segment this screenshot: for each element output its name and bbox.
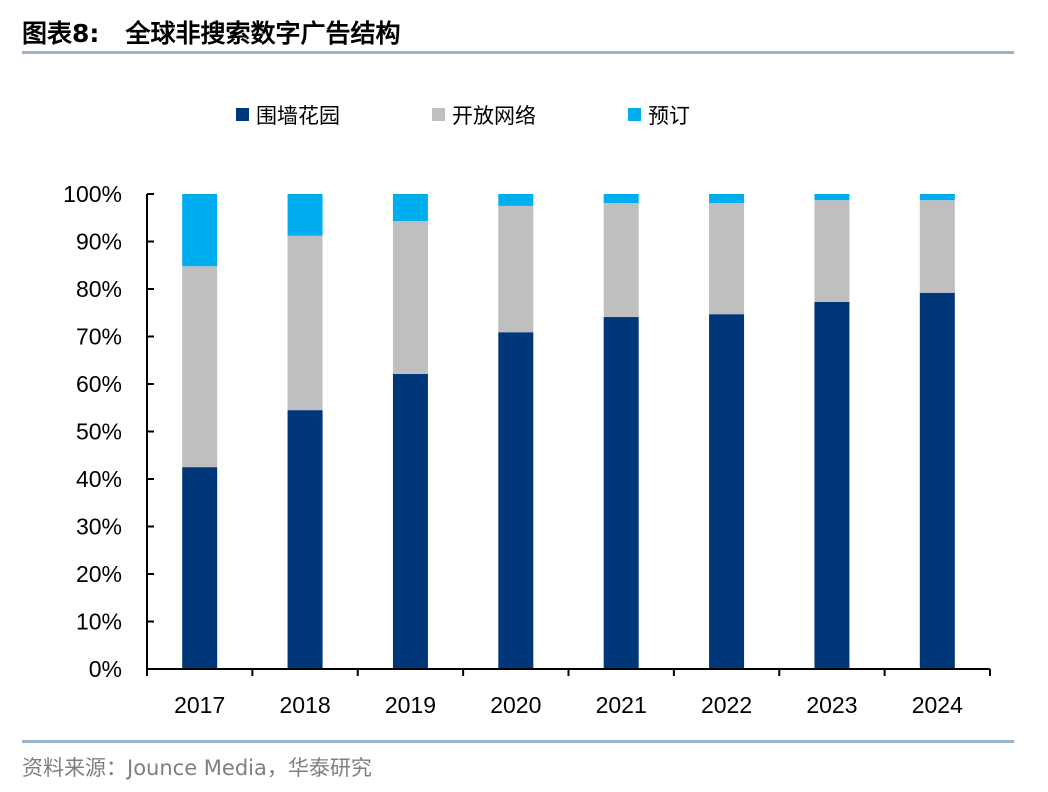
bar-2018-0 xyxy=(287,410,323,669)
x-tick-label: 2020 xyxy=(490,692,541,718)
bar-2024-1 xyxy=(919,200,955,293)
bar-2021-1 xyxy=(603,203,639,318)
y-tick-label: 80% xyxy=(76,276,122,302)
bar-2019-0 xyxy=(392,374,428,669)
x-tick-label: 2021 xyxy=(596,692,647,718)
y-tick-label: 50% xyxy=(76,419,122,445)
x-tick-label: 2018 xyxy=(279,692,330,718)
legend-swatch xyxy=(628,108,641,121)
y-tick-label: 90% xyxy=(76,229,122,255)
y-tick-label: 30% xyxy=(76,514,122,540)
source-note: 资料来源：Jounce Media，华泰研究 xyxy=(22,756,372,780)
bar-2019-2 xyxy=(392,194,428,222)
bar-2019-1 xyxy=(392,221,428,375)
bar-2022-2 xyxy=(709,194,745,204)
bar-2023-0 xyxy=(814,301,850,669)
figure-title: 图表8: 全球非搜索数字广告结构 xyxy=(22,19,401,48)
bar-2021-0 xyxy=(603,317,639,669)
y-tick-label: 40% xyxy=(76,466,122,492)
bar-2017-2 xyxy=(182,194,218,267)
y-tick-label: 20% xyxy=(76,561,122,587)
legend-label: 预订 xyxy=(648,104,690,128)
y-tick-label: 60% xyxy=(76,371,122,397)
bar-2017-1 xyxy=(182,266,218,468)
x-tick-label: 2017 xyxy=(174,692,225,718)
bar-2020-2 xyxy=(498,194,534,206)
bar-2022-1 xyxy=(709,203,745,315)
legend-label: 开放网络 xyxy=(452,104,536,128)
bar-2018-1 xyxy=(287,235,323,411)
x-tick-label: 2024 xyxy=(912,692,963,718)
bar-2021-2 xyxy=(603,194,639,204)
x-tick-label: 2023 xyxy=(806,692,857,718)
y-tick-label: 0% xyxy=(89,656,122,682)
bar-2020-0 xyxy=(498,332,534,669)
bar-2020-1 xyxy=(498,205,534,333)
y-tick-label: 100% xyxy=(63,181,122,207)
x-tick-label: 2022 xyxy=(701,692,752,718)
bar-2017-0 xyxy=(182,467,218,669)
legend-swatch xyxy=(432,108,445,121)
bar-2018-2 xyxy=(287,194,323,236)
legend-swatch xyxy=(236,108,249,121)
bar-2023-2 xyxy=(814,194,850,201)
bar-2023-1 xyxy=(814,200,850,302)
title-divider xyxy=(22,51,1014,54)
bar-2024-0 xyxy=(919,292,955,669)
bar-2022-0 xyxy=(709,314,745,669)
legend-label: 围墙花园 xyxy=(256,104,340,128)
y-tick-label: 10% xyxy=(76,609,122,635)
y-tick-label: 70% xyxy=(76,324,122,350)
footer-divider xyxy=(22,740,1014,743)
x-tick-label: 2019 xyxy=(385,692,436,718)
bar-2024-2 xyxy=(919,194,955,201)
